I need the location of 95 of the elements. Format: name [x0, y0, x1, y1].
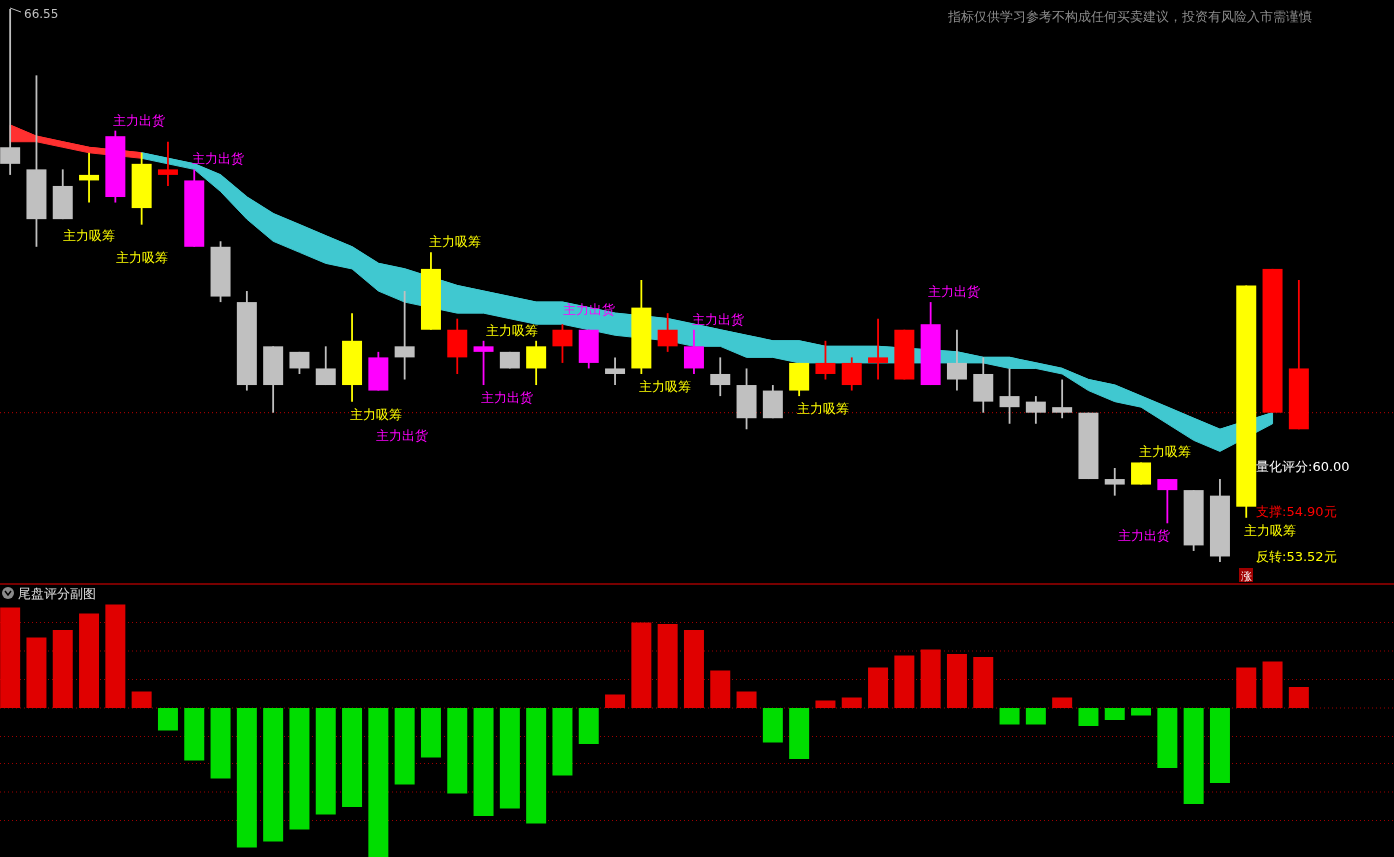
- annotation: 66.55: [24, 7, 59, 21]
- bar: [499, 708, 520, 809]
- bar: [420, 708, 441, 758]
- candlestick: [999, 367, 1020, 425]
- bar: [184, 708, 205, 761]
- bar: [631, 622, 652, 708]
- bar: [736, 691, 757, 708]
- bar: [210, 708, 231, 779]
- bar: [1236, 667, 1257, 708]
- candlestick: [1131, 461, 1152, 486]
- annotation: 指标仅供学习参考不构成任何买卖建议，投资有风险入市需谨慎: [947, 9, 1312, 24]
- bar: [973, 657, 994, 708]
- text: 主力出货: [376, 427, 429, 443]
- candlestick: [815, 339, 836, 381]
- candlestick: [1052, 378, 1073, 420]
- bar: [1183, 708, 1204, 804]
- text: 主力出货: [1117, 528, 1170, 544]
- bar: [868, 667, 889, 708]
- bar: [1078, 708, 1099, 726]
- bar: [105, 604, 126, 708]
- annotation: 量化评分:60.00: [1256, 459, 1350, 474]
- candlestick: [1025, 395, 1046, 425]
- annotation: 支撑:54.90元: [1256, 504, 1337, 519]
- bar: [473, 708, 494, 816]
- bar: [1262, 661, 1283, 708]
- bar: [0, 607, 21, 708]
- bar: [1157, 708, 1178, 768]
- bar: [26, 637, 47, 708]
- text: 主力出货: [191, 151, 244, 167]
- text: 主力吸筹: [1243, 522, 1296, 538]
- candlestick: [526, 339, 547, 386]
- text: 主力吸筹: [115, 249, 168, 265]
- bar: [1052, 697, 1073, 708]
- candlestick: [868, 317, 889, 381]
- text: 主力吸筹: [349, 406, 402, 422]
- bar: [683, 630, 704, 708]
- candlestick: [0, 8, 21, 176]
- candlestick: [710, 356, 731, 397]
- bar: [263, 708, 284, 842]
- bar: [1209, 708, 1230, 783]
- candlestick: [1157, 478, 1178, 525]
- candlestick: [657, 312, 678, 353]
- candlestick: [552, 323, 573, 364]
- candlestick: [683, 328, 704, 375]
- bar: [52, 630, 73, 708]
- bar: [605, 694, 626, 708]
- bar: [131, 691, 152, 708]
- text: 主力出货: [481, 390, 534, 406]
- candlestick: [315, 345, 336, 386]
- text: 涨: [1240, 570, 1252, 583]
- annotation: 反转:53.52元: [1256, 549, 1337, 564]
- text: 主力吸筹: [1138, 444, 1191, 460]
- text: 主力出货: [691, 311, 744, 327]
- bar: [289, 708, 310, 830]
- bar: [315, 708, 336, 815]
- bar: [1025, 708, 1046, 725]
- bar: [578, 708, 599, 744]
- bar: [342, 708, 363, 807]
- bar: [447, 708, 468, 794]
- bar: [841, 697, 862, 708]
- text: 主力出货: [928, 284, 981, 300]
- text: 主力吸筹: [63, 227, 116, 243]
- bar: [999, 708, 1020, 725]
- bar: [762, 708, 783, 743]
- candlestick: [946, 328, 967, 392]
- candlestick: [79, 151, 100, 204]
- bar: [526, 708, 547, 824]
- text: 主力吸筹: [428, 234, 481, 250]
- candlestick: [841, 356, 862, 392]
- text: 主力吸筹: [639, 378, 692, 394]
- candlestick: [394, 290, 415, 381]
- bar: [236, 708, 257, 848]
- candlestick: [157, 140, 178, 187]
- bar: [710, 670, 731, 708]
- text: 主力出货: [113, 112, 166, 128]
- bar: [946, 654, 967, 708]
- text: 主力吸筹: [486, 322, 539, 338]
- bar: [368, 708, 389, 857]
- candlestick: [473, 339, 494, 386]
- bar: [552, 708, 573, 776]
- candlestick: [1104, 467, 1125, 497]
- candlestick: [605, 356, 626, 386]
- bar: [789, 708, 810, 759]
- bar: [815, 700, 836, 708]
- bar: [1131, 708, 1152, 716]
- chart-title: 尾盘评分副图: [18, 586, 96, 601]
- bar: [894, 655, 915, 708]
- bar: [920, 649, 941, 708]
- bar: [79, 613, 100, 708]
- bar: [1104, 708, 1125, 720]
- bar: [157, 708, 178, 731]
- bar: [1288, 687, 1309, 708]
- bar: [657, 624, 678, 708]
- bar: [394, 708, 415, 785]
- text: 主力吸筹: [796, 401, 849, 417]
